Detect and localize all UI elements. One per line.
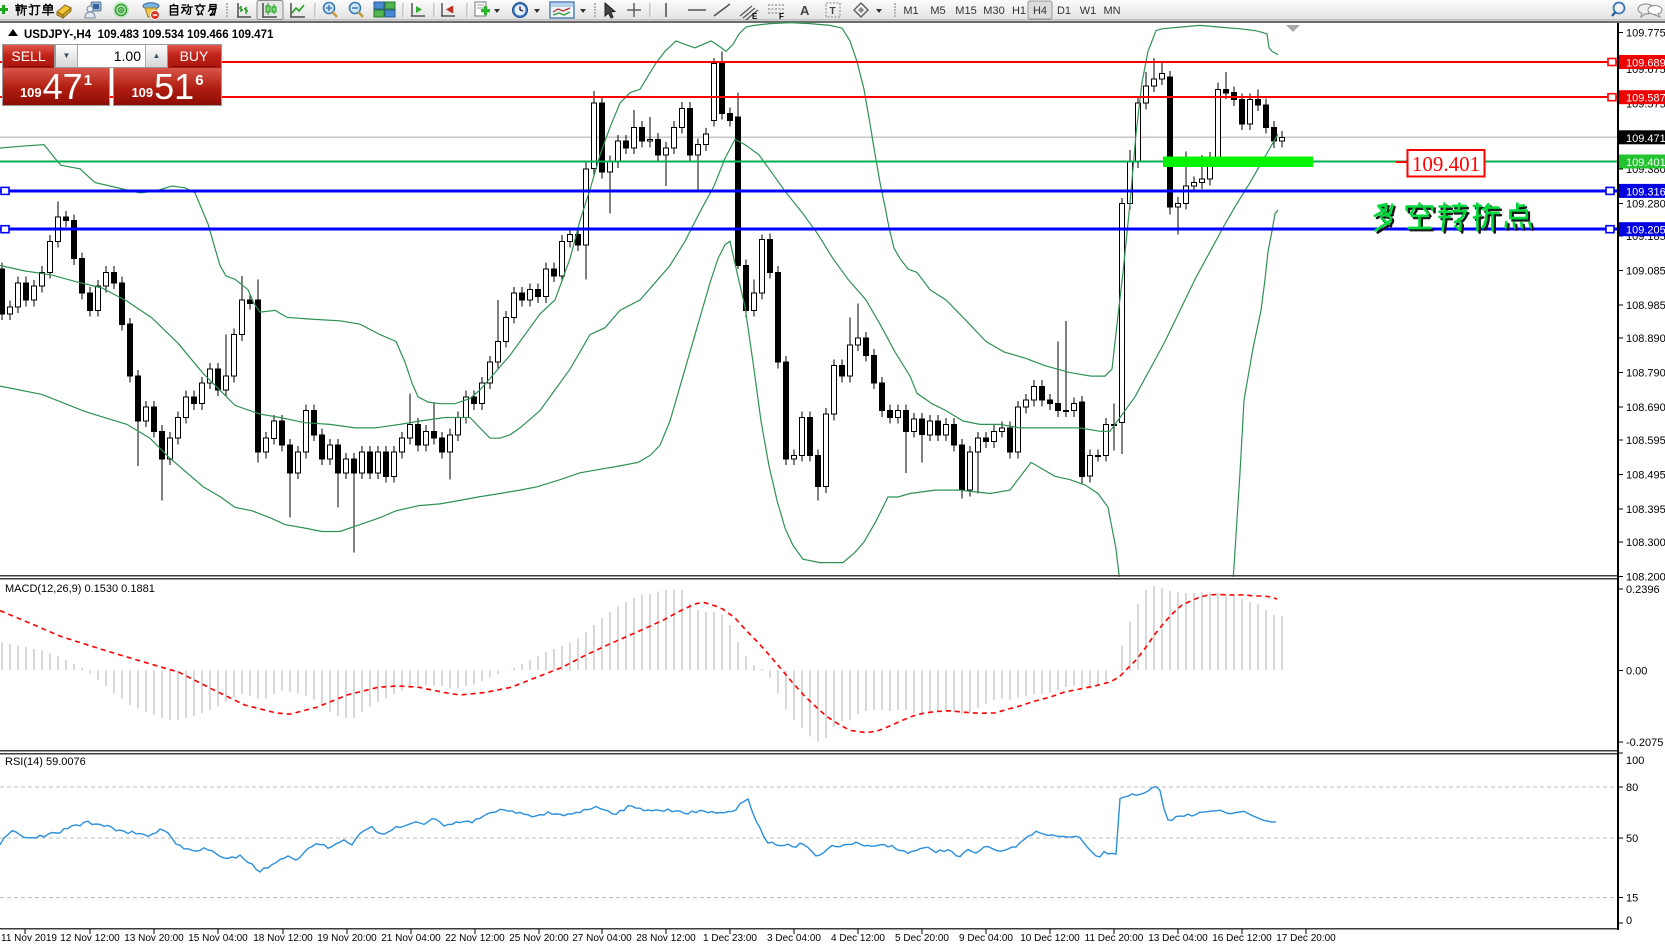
svg-text:108.395: 108.395 — [1626, 504, 1665, 516]
svg-text:109.205: 109.205 — [1626, 225, 1665, 237]
svg-text:12 Nov 12:00: 12 Nov 12:00 — [60, 933, 120, 944]
svg-text:M5: M5 — [930, 5, 945, 17]
svg-text:17 Dec 20:00: 17 Dec 20:00 — [1276, 933, 1336, 944]
svg-text:108.595: 108.595 — [1626, 435, 1665, 447]
svg-text:108.495: 108.495 — [1626, 470, 1665, 482]
svg-text:0: 0 — [1626, 915, 1632, 927]
svg-text:13 Dec 04:00: 13 Dec 04:00 — [1148, 933, 1208, 944]
svg-text:108.300: 108.300 — [1626, 537, 1665, 549]
svg-text:109.401: 109.401 — [1626, 157, 1665, 169]
svg-text:3 Dec 04:00: 3 Dec 04:00 — [767, 933, 821, 944]
svg-text:MACD(12,26,9) 0.1530 0.1881: MACD(12,26,9) 0.1530 0.1881 — [5, 583, 155, 595]
svg-text:5 Dec 20:00: 5 Dec 20:00 — [895, 933, 949, 944]
svg-text:D1: D1 — [1057, 5, 1071, 17]
svg-text:21 Nov 04:00: 21 Nov 04:00 — [381, 933, 441, 944]
svg-text:109.316: 109.316 — [1626, 186, 1665, 198]
svg-text:15 Nov 04:00: 15 Nov 04:00 — [188, 933, 248, 944]
svg-text:108.890: 108.890 — [1626, 333, 1665, 345]
svg-text:22 Nov 12:00: 22 Nov 12:00 — [445, 933, 505, 944]
svg-text:USDJPY-,H4 109.483 109.534 10: USDJPY-,H4 109.483 109.534 109.466 109.4… — [24, 29, 274, 41]
svg-text:0.00: 0.00 — [1626, 666, 1647, 678]
svg-text:9 Dec 04:00: 9 Dec 04:00 — [959, 933, 1013, 944]
svg-text:-0.2075: -0.2075 — [1626, 737, 1663, 749]
svg-text:0.2396: 0.2396 — [1626, 584, 1660, 596]
svg-text:25 Nov 20:00: 25 Nov 20:00 — [509, 933, 569, 944]
svg-text:109.775: 109.775 — [1626, 27, 1665, 39]
svg-text:109.085: 109.085 — [1626, 266, 1665, 278]
svg-text:M15: M15 — [955, 5, 976, 17]
svg-text:1 Dec 23:00: 1 Dec 23:00 — [703, 933, 757, 944]
svg-text:11 Nov 2019: 11 Nov 2019 — [1, 933, 57, 944]
svg-text:109.471: 109.471 — [1626, 133, 1665, 145]
svg-text:100: 100 — [1626, 755, 1644, 767]
svg-text:19 Nov 20:00: 19 Nov 20:00 — [317, 933, 377, 944]
svg-text:109.587: 109.587 — [1626, 93, 1665, 105]
svg-text:F: F — [779, 12, 784, 21]
svg-text:4 Dec 12:00: 4 Dec 12:00 — [831, 933, 885, 944]
svg-text:109.689: 109.689 — [1626, 58, 1665, 70]
svg-text:RSI(14) 59.0076: RSI(14) 59.0076 — [5, 756, 86, 768]
svg-text:W1: W1 — [1080, 5, 1097, 17]
svg-text:27 Nov 04:00: 27 Nov 04:00 — [572, 933, 632, 944]
svg-text:H4: H4 — [1033, 5, 1047, 17]
svg-text:18 Nov 12:00: 18 Nov 12:00 — [253, 933, 313, 944]
svg-text:M30: M30 — [983, 5, 1004, 17]
svg-text:T: T — [830, 6, 836, 17]
svg-text:109.280: 109.280 — [1626, 198, 1665, 210]
svg-text:109.401: 109.401 — [1412, 152, 1480, 176]
svg-text:MN: MN — [1103, 5, 1120, 17]
svg-text:11 Dec 20:00: 11 Dec 20:00 — [1085, 933, 1144, 944]
svg-text:108.690: 108.690 — [1626, 402, 1665, 414]
svg-text:A: A — [800, 3, 810, 18]
svg-text:108.790: 108.790 — [1626, 368, 1665, 380]
svg-text:108.985: 108.985 — [1626, 300, 1665, 312]
svg-text:16 Dec 12:00: 16 Dec 12:00 — [1212, 933, 1272, 944]
svg-text:80: 80 — [1626, 782, 1638, 794]
svg-text:108.200: 108.200 — [1626, 571, 1665, 583]
svg-text:M1: M1 — [903, 5, 918, 17]
svg-text:10 Dec 12:00: 10 Dec 12:00 — [1020, 933, 1080, 944]
svg-text:H1: H1 — [1012, 5, 1026, 17]
svg-text:13 Nov 20:00: 13 Nov 20:00 — [124, 933, 184, 944]
svg-text:15: 15 — [1626, 893, 1638, 905]
svg-text:50: 50 — [1626, 833, 1638, 845]
svg-text:E: E — [752, 12, 758, 21]
svg-text:28 Nov 12:00: 28 Nov 12:00 — [636, 933, 696, 944]
